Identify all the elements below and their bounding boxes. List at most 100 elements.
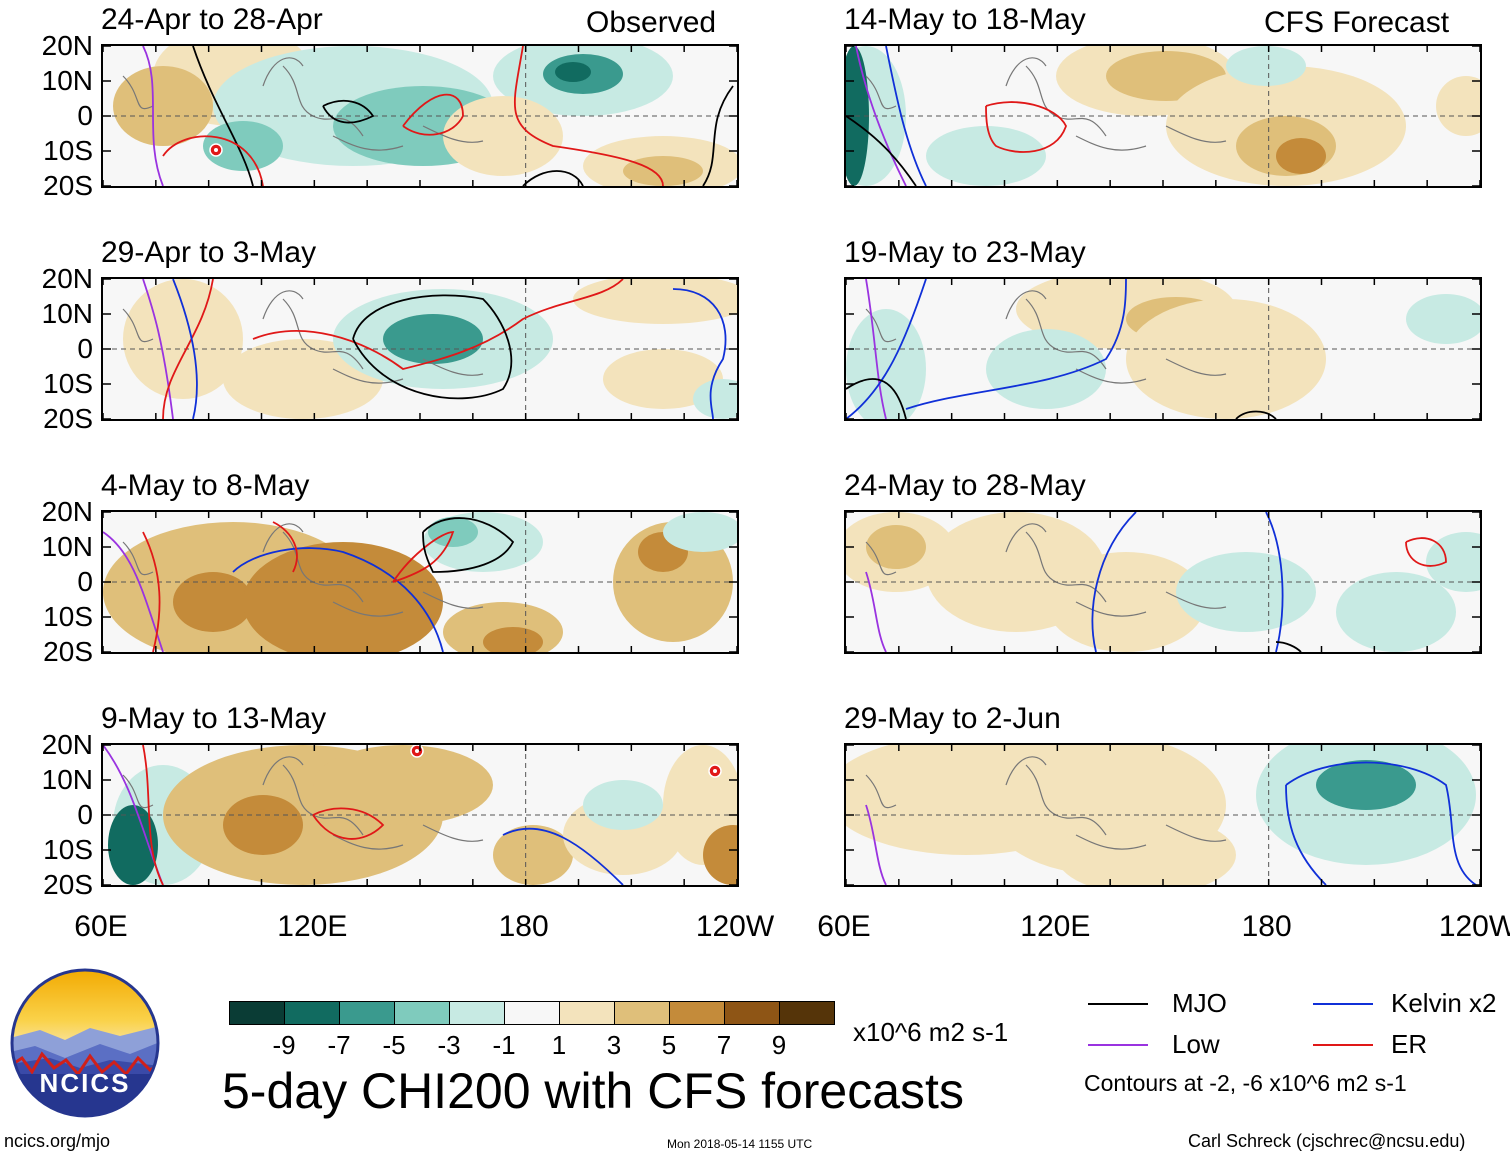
lat-label: 10N — [41, 65, 93, 96]
anomaly-shading — [493, 825, 573, 885]
contour-mjo — [422, 517, 515, 573]
coastline — [262, 57, 304, 87]
footer-url: ncics.org/mjo — [4, 1131, 111, 1151]
legend-kelvin-label: Kelvin x2 — [1391, 988, 1497, 1018]
coastline — [1005, 523, 1047, 553]
anomaly-shading — [1276, 138, 1326, 174]
anomaly-shading — [1056, 815, 1236, 885]
lat-label: 10S — [43, 601, 93, 632]
map-svg — [103, 46, 737, 186]
cyclone-icon — [410, 745, 424, 758]
contour-er — [513, 46, 664, 186]
contour-low — [865, 804, 887, 885]
anomaly-shading — [1336, 572, 1456, 652]
lat-label: 20S — [43, 170, 93, 201]
legend-note: Contours at -2, -6 x10^6 m2 s-1 — [1084, 1070, 1407, 1096]
coastline — [1075, 601, 1147, 617]
contour-low — [865, 571, 887, 652]
colorbar-cell — [669, 1001, 725, 1025]
coastline — [865, 75, 897, 110]
contour-er — [392, 531, 455, 583]
anomaly-shading — [203, 121, 283, 171]
contour-mjo — [702, 85, 734, 186]
colorbar-tick-label: 5 — [661, 1030, 677, 1060]
observed-header: Observed — [586, 6, 717, 39]
lon-label: 180 — [498, 910, 549, 943]
contour-er — [985, 101, 1067, 153]
contour-low — [142, 46, 164, 186]
panel-title: 4-May to 8-May — [101, 469, 310, 502]
contour-mjo — [846, 115, 917, 186]
map-svg — [103, 512, 737, 652]
anomaly-shading — [573, 279, 737, 324]
coastline — [865, 774, 897, 809]
coastline — [865, 541, 897, 576]
panel-title: 29-May to 2-Jun — [844, 702, 1061, 735]
contour-mjo — [846, 378, 907, 419]
ncics-logo: NCICS — [10, 968, 160, 1118]
logo-text: NCICS — [39, 1068, 131, 1098]
anomaly-shading — [623, 156, 703, 186]
contour-mjo — [352, 294, 513, 400]
colorbar-tick-label: 1 — [551, 1030, 567, 1060]
map-svg — [103, 279, 737, 419]
anomaly-shading — [108, 805, 158, 885]
anomaly-shading — [603, 349, 723, 409]
panel-title: 19-May to 23-May — [844, 236, 1086, 269]
colorbar-tick-label: 7 — [716, 1030, 732, 1060]
colorbar-cell — [284, 1001, 340, 1025]
lon-label: 60E — [817, 910, 871, 943]
colorbar-tick-label: -9 — [272, 1030, 296, 1060]
anomaly-shading — [483, 627, 543, 652]
coastline — [1075, 834, 1147, 850]
legend-mjo-label: MJO — [1172, 988, 1227, 1018]
coastline — [122, 308, 154, 343]
map-panel-observed-1 — [101, 44, 739, 188]
map-svg — [846, 46, 1480, 186]
cyclone-icon — [708, 764, 722, 778]
coastline — [262, 523, 304, 553]
panel-title: 29-Apr to 3-May — [101, 236, 317, 269]
coastline — [1165, 125, 1227, 143]
lat-label: 10S — [43, 834, 93, 865]
forecast-header: CFS Forecast — [1264, 6, 1450, 39]
panel-title: 24-Apr to 28-Apr — [101, 3, 323, 36]
colorbar-cell — [504, 1001, 560, 1025]
anomaly-shading — [1226, 46, 1306, 86]
coastline — [1165, 824, 1227, 842]
lat-label: 10N — [41, 764, 93, 795]
anomaly-shading — [693, 379, 737, 419]
contour-mjo — [1275, 641, 1302, 652]
legend-kelvin-line — [1313, 1003, 1373, 1005]
coastline — [1165, 591, 1227, 609]
contour-kelvin — [846, 279, 927, 419]
panel-title: 9-May to 13-May — [101, 702, 327, 735]
colorbar-tick-label: 9 — [771, 1030, 787, 1060]
colorbar-cell — [229, 1001, 285, 1025]
anomaly-shading — [113, 66, 213, 146]
anomaly-shading — [443, 96, 563, 176]
coastline — [262, 290, 304, 320]
contour-kelvin — [1265, 512, 1284, 652]
lat-label: 20N — [41, 729, 93, 760]
colorbar-cell — [339, 1001, 395, 1025]
panel-title: 24-May to 28-May — [844, 469, 1086, 502]
contour-mjo — [522, 170, 584, 186]
cyclone-icon — [209, 143, 223, 157]
coastline — [262, 756, 304, 786]
map-panel-observed-2 — [101, 277, 739, 421]
footer-credit: Carl Schreck (cjschrec@ncsu.edu) — [1188, 1131, 1466, 1151]
panel-title: 14-May to 18-May — [844, 3, 1086, 36]
lat-label: 20S — [43, 869, 93, 900]
anomaly-shading — [555, 62, 591, 82]
lon-label: 120E — [1020, 910, 1091, 943]
colorbar — [229, 1001, 835, 1025]
map-panel-forecast-1 — [844, 44, 1482, 188]
colorbar-tick-label: -7 — [327, 1030, 351, 1060]
lat-label: 0 — [77, 100, 93, 131]
legend-er-line — [1313, 1044, 1373, 1046]
legend-low-line — [1088, 1044, 1148, 1046]
lon-label: 120W — [1438, 910, 1510, 943]
anomaly-shading — [1436, 76, 1480, 136]
anomaly-shading — [846, 309, 926, 419]
